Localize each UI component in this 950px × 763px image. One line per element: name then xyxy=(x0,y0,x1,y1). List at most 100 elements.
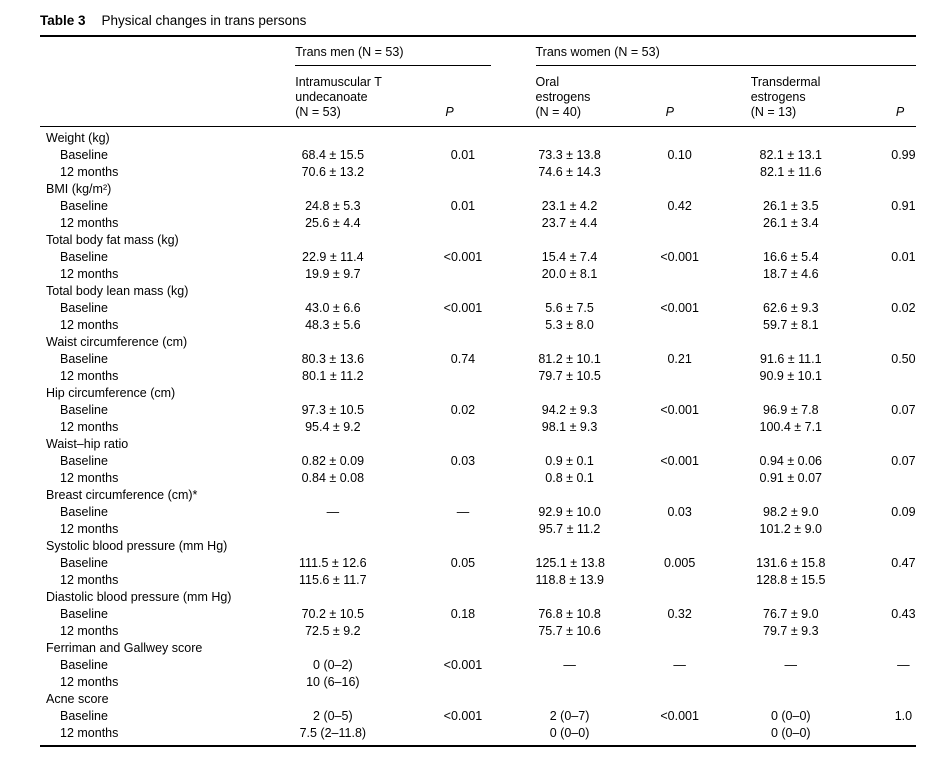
table-caption: Table 3 Physical changes in trans persons xyxy=(40,13,950,28)
value-cell: — xyxy=(784,658,798,672)
value-cell: 111.5 ± 12.6 xyxy=(299,556,367,570)
value-cell: 75.7 ± 10.6 xyxy=(538,624,601,638)
value-cell xyxy=(285,521,430,538)
p-value-cell xyxy=(649,266,731,283)
value-cell: 43.0 ± 6.6 xyxy=(305,301,361,315)
row-label: 12 months xyxy=(60,675,119,689)
value-cell: 73.3 ± 13.8 xyxy=(538,148,601,162)
row-label: Baseline xyxy=(60,556,108,570)
value-cell: 95.4 ± 9.2 xyxy=(305,420,361,434)
p-value-cell: 0.18 xyxy=(450,607,476,621)
value-cell: 91.6 ± 11.1 xyxy=(760,352,822,366)
p-value-cell: 0.42 xyxy=(667,199,692,213)
row-label: 12 months xyxy=(60,318,119,332)
section-label: BMI (kg/m²) xyxy=(46,182,112,196)
p-value-cell: <0.001 xyxy=(443,301,483,315)
row-label: 12 months xyxy=(60,522,119,536)
value-cell: — xyxy=(563,658,576,672)
value-cell: 7.5 (2–11.8) xyxy=(299,726,367,740)
value-cell: 96.9 ± 7.8 xyxy=(763,403,819,417)
table-row: Baseline 0.82 ± 0.09 0.03 0.9 ± 0.1 <0.001 0.… xyxy=(40,453,916,470)
row-label: 12 months xyxy=(60,165,119,179)
row-label: 12 months xyxy=(60,267,119,281)
p-value-cell: 0.21 xyxy=(667,352,692,366)
section-label: Breast circumference (cm)* xyxy=(46,488,198,502)
row-label: 12 months xyxy=(60,420,119,434)
table-head: Trans men (N = 53) Trans women (N = 53) … xyxy=(40,36,916,127)
value-cell: 94.2 ± 9.3 xyxy=(541,403,598,417)
section-label: Waist–hip ratio xyxy=(46,437,129,451)
p-value-cell xyxy=(430,572,520,589)
p-value-cell xyxy=(866,317,916,334)
p-value-cell xyxy=(866,164,916,181)
table-body: Weight (kg) Baseline 68.4 ± 15.5 0.01 73.3 ±… xyxy=(40,127,916,747)
p-value-cell: 0.07 xyxy=(891,454,916,468)
table-row: Baseline 24.8 ± 5.3 0.01 23.1 ± 4.2 0.42 26.1… xyxy=(40,198,916,215)
p-value-cell xyxy=(649,725,731,746)
value-cell: 90.9 ± 10.1 xyxy=(759,369,822,383)
value-cell: 23.1 ± 4.2 xyxy=(541,199,598,213)
table-row: Baseline 80.3 ± 13.6 0.74 81.2 ± 10.1 0.21 91… xyxy=(40,351,916,368)
row-label: 12 months xyxy=(60,624,119,638)
section-row: Ferriman and Gallwey score xyxy=(40,640,916,657)
p-value-cell xyxy=(649,623,731,640)
value-cell: 118.8 ± 13.9 xyxy=(535,573,605,587)
p-value-cell xyxy=(430,419,520,436)
value-cell: 97.3 ± 10.5 xyxy=(301,403,365,417)
value-cell: — xyxy=(326,505,340,519)
p-value-cell xyxy=(866,419,916,436)
p-value-cell xyxy=(430,215,520,232)
p-value-cell: — xyxy=(456,505,470,519)
value-cell: 0.84 ± 0.08 xyxy=(301,471,365,485)
p-value-cell xyxy=(649,470,731,487)
p-value-cell: — xyxy=(673,658,686,672)
value-cell: 20.0 ± 8.1 xyxy=(541,267,598,281)
p-value-cell: <0.001 xyxy=(443,250,483,264)
section-row: BMI (kg/m²) xyxy=(40,181,916,198)
value-cell: 80.3 ± 13.6 xyxy=(301,352,365,366)
p-value-cell xyxy=(649,215,731,232)
value-cell: 98.2 ± 9.0 xyxy=(763,505,819,519)
p-value-cell: 0.99 xyxy=(891,148,916,162)
group-header-trans-men: Trans men (N = 53) xyxy=(285,36,520,66)
p-value-cell xyxy=(649,572,731,589)
value-cell: 16.6 ± 5.4 xyxy=(763,250,819,264)
row-label: 12 months xyxy=(60,216,119,230)
column-header-oral-estrogens: Oral estrogens (N = 40) xyxy=(520,66,649,127)
value-cell: 25.6 ± 4.4 xyxy=(305,216,361,230)
row-label: Baseline xyxy=(60,250,108,264)
p-value-cell: 0.01 xyxy=(891,250,916,264)
column-header-p2: P xyxy=(648,66,731,127)
p-value-cell: 0.07 xyxy=(891,403,916,417)
p-value-cell: <0.001 xyxy=(660,250,699,264)
table-row: Baseline 0 (0–2) <0.001 — — — — xyxy=(40,657,916,674)
table-row: 12 months 80.1 ± 11.2 79.7 ± 10.5 90.9 ± 10… xyxy=(40,368,916,385)
table-row: Baseline 43.0 ± 6.6 <0.001 5.6 ± 7.5 <0.001 6… xyxy=(40,300,916,317)
value-cell: 0.8 ± 0.1 xyxy=(545,471,594,485)
value-cell: 0.94 ± 0.06 xyxy=(759,454,822,468)
p-value-cell xyxy=(649,368,731,385)
row-label: Baseline xyxy=(60,607,108,621)
p-value-cell xyxy=(430,674,520,691)
section-row: Total body fat mass (kg) xyxy=(40,232,916,249)
value-cell: 74.6 ± 14.3 xyxy=(538,165,601,179)
p-value-cell: 0.91 xyxy=(891,199,916,213)
section-label: Total body fat mass (kg) xyxy=(46,233,179,247)
section-row: Waist–hip ratio xyxy=(40,436,916,453)
table-row: Baseline 111.5 ± 12.6 0.05 125.1 ± 13.8 0.00… xyxy=(40,555,916,572)
value-cell: 26.1 ± 3.4 xyxy=(763,216,819,230)
p-value-cell: 0.005 xyxy=(664,556,696,570)
p-value-cell: 0.32 xyxy=(667,607,692,621)
value-cell: 59.7 ± 8.1 xyxy=(763,318,819,332)
value-cell: 62.6 ± 9.3 xyxy=(763,301,819,315)
value-cell: 15.4 ± 7.4 xyxy=(541,250,598,264)
value-cell: 18.7 ± 4.6 xyxy=(763,267,819,281)
table-row: Baseline 97.3 ± 10.5 0.02 94.2 ± 9.3 <0.001 9… xyxy=(40,402,916,419)
value-cell: 82.1 ± 13.1 xyxy=(759,148,822,162)
p-value-cell: 0.01 xyxy=(450,199,476,213)
row-label: Baseline xyxy=(60,403,108,417)
p-value-cell: 0.47 xyxy=(891,556,916,570)
row-label: Baseline xyxy=(60,505,108,519)
table-row: 12 months 72.5 ± 9.2 75.7 ± 10.6 79.7 ± 9.3 xyxy=(40,623,916,640)
value-cell: 128.8 ± 15.5 xyxy=(756,573,826,587)
